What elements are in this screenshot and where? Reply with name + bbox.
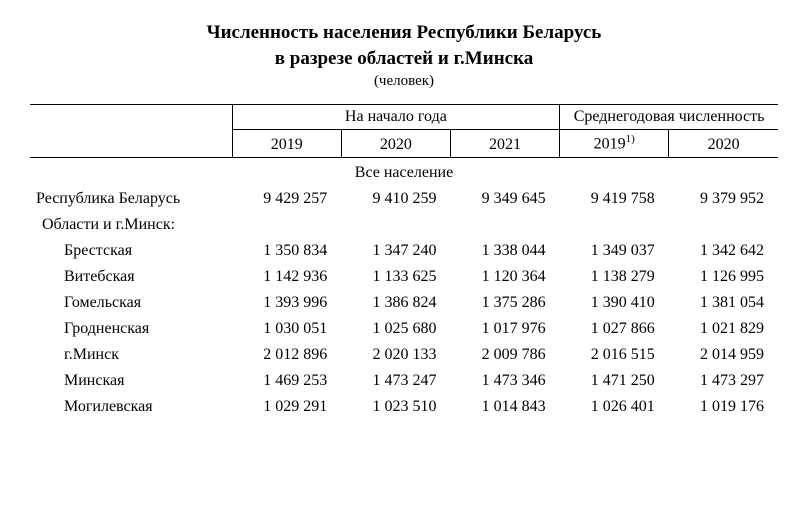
row-value: 2 012 896 [232,342,341,368]
row-value: 1 126 995 [669,264,778,290]
row-value: 1 023 510 [341,394,450,420]
row-value [232,212,341,238]
row-value: 9 349 645 [450,186,559,212]
row-value: 2 020 133 [341,342,450,368]
row-value: 1 471 250 [560,368,669,394]
row-value: 1 349 037 [560,238,669,264]
row-label: Гомельская [30,290,232,316]
row-value: 1 014 843 [450,394,559,420]
row-label: Брестская [30,238,232,264]
row-label: Гродненская [30,316,232,342]
row-value: 9 379 952 [669,186,778,212]
row-value: 1 473 297 [669,368,778,394]
row-label: Витебская [30,264,232,290]
header-group-annual-avg: Среднегодовая численность [560,105,778,130]
header-year-2020: 2020 [341,130,450,157]
row-value: 1 347 240 [341,238,450,264]
row-value: 1 029 291 [232,394,341,420]
row-value: 1 386 824 [341,290,450,316]
row-value: 1 019 176 [669,394,778,420]
table-row: Минская1 469 2531 473 2471 473 3461 471 … [30,368,778,394]
table-row: Брестская1 350 8341 347 2401 338 0441 34… [30,238,778,264]
header-empty [30,105,232,130]
row-value: 1 473 346 [450,368,559,394]
row-value [450,212,559,238]
header-group-start-of-year: На начало года [232,105,559,130]
table-row: Области и г.Минск: [30,212,778,238]
row-value: 9 419 758 [560,186,669,212]
table-body: Все население Республика Беларусь9 429 2… [30,157,778,420]
header-year-avg-2019: 20191) [560,130,669,157]
row-value: 1 021 829 [669,316,778,342]
header-year-avg-2019-text: 2019 [594,136,626,153]
table-row: Могилевская1 029 2911 023 5101 014 8431 … [30,394,778,420]
row-value: 2 009 786 [450,342,559,368]
table-row: Гомельская1 393 9961 386 8241 375 2861 3… [30,290,778,316]
row-value: 1 375 286 [450,290,559,316]
row-value: 1 017 976 [450,316,559,342]
title-unit: (человек) [30,73,778,90]
title-line-2: в разрезе областей и г.Минска [30,46,778,72]
row-label: Республика Беларусь [30,186,232,212]
row-value: 1 342 642 [669,238,778,264]
row-value: 1 138 279 [560,264,669,290]
row-label: г.Минск [30,342,232,368]
row-value: 1 390 410 [560,290,669,316]
title-block: Численность населения Республики Беларус… [30,20,778,90]
row-value: 9 410 259 [341,186,450,212]
row-value: 2 014 959 [669,342,778,368]
row-value: 1 120 364 [450,264,559,290]
row-value: 1 026 401 [560,394,669,420]
header-year-2021: 2021 [450,130,559,157]
table-row: Витебская1 142 9361 133 6251 120 3641 13… [30,264,778,290]
row-value: 1 142 936 [232,264,341,290]
row-value: 1 030 051 [232,316,341,342]
row-value: 1 469 253 [232,368,341,394]
row-value [560,212,669,238]
population-table: На начало года Среднегодовая численность… [30,104,778,419]
row-value: 1 027 866 [560,316,669,342]
row-value: 9 429 257 [232,186,341,212]
table-row: Гродненская1 030 0511 025 6801 017 9761 … [30,316,778,342]
header-year-avg-2020: 2020 [669,130,778,157]
row-label: Области и г.Минск: [30,212,232,238]
row-value: 2 016 515 [560,342,669,368]
table-row: г.Минск2 012 8962 020 1332 009 7862 016 … [30,342,778,368]
row-value: 1 473 247 [341,368,450,394]
header-empty-2 [30,130,232,157]
row-label: Могилевская [30,394,232,420]
row-value: 1 393 996 [232,290,341,316]
row-value: 1 025 680 [341,316,450,342]
row-value [669,212,778,238]
row-value: 1 338 044 [450,238,559,264]
row-value: 1 133 625 [341,264,450,290]
table-row: Республика Беларусь9 429 2579 410 2599 3… [30,186,778,212]
row-value: 1 381 054 [669,290,778,316]
header-year-avg-2019-sup: 1) [626,133,635,145]
row-label: Минская [30,368,232,394]
section-all-population: Все население [30,157,778,186]
row-value: 1 350 834 [232,238,341,264]
row-value [341,212,450,238]
header-year-2019: 2019 [232,130,341,157]
title-line-1: Численность населения Республики Беларус… [30,20,778,46]
